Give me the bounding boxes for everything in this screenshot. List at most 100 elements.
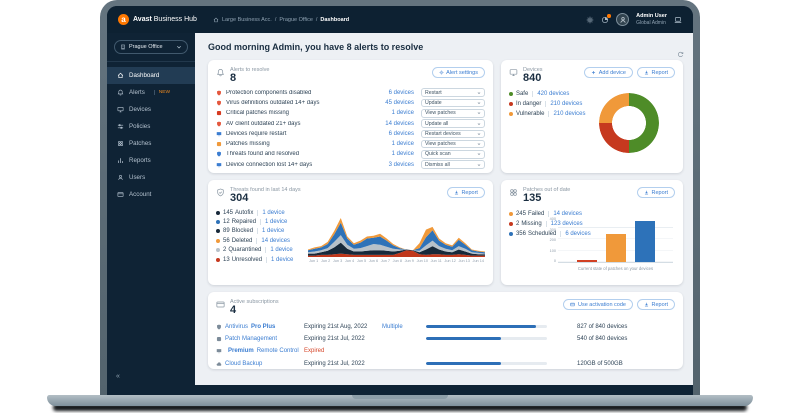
patch-icon <box>216 110 222 116</box>
alert-action-select[interactable]: Quick scan <box>420 150 485 159</box>
legend-value-link[interactable]: 1 device <box>260 218 287 225</box>
legend-value-link[interactable]: 210 devices <box>548 110 585 117</box>
legend-item: 245 Failed 14 devices <box>508 210 675 217</box>
legend-num: 356 <box>515 230 526 237</box>
device-console-icon[interactable] <box>674 16 682 24</box>
legend-value-link[interactable]: 14 devices <box>256 237 290 244</box>
breadcrumb-item[interactable]: Large Business Acc. <box>221 16 272 23</box>
legend-item: Vulnerable 210 devices <box>508 110 585 117</box>
refresh-icon[interactable] <box>677 51 684 58</box>
legend-item: 56 Deleted 14 devices <box>216 237 304 244</box>
org-selector[interactable]: Prague Office <box>114 40 188 54</box>
alert-action-select[interactable]: Dismiss all <box>420 160 485 170</box>
sidebar-item-label: Reports <box>129 157 151 164</box>
bar-plot <box>558 217 673 263</box>
alert-action-select[interactable]: View patches <box>420 139 485 149</box>
subscriptions-report-button[interactable]: Report <box>636 299 675 310</box>
legend-value-link[interactable]: 1 device <box>257 228 284 235</box>
alerts-count: 8 <box>230 72 237 84</box>
name-part: Remote Control <box>256 348 299 355</box>
subscription-progress-bar <box>426 337 547 341</box>
subscriptions-card: Active subscriptions 4 Use activation co… <box>208 292 683 369</box>
alert-devices-link[interactable]: 1 device <box>391 151 414 158</box>
sidebar-item-dashboard[interactable]: Dashboard <box>107 67 195 84</box>
alert-row: Threats found and resolved 1 device Quic… <box>216 149 485 159</box>
sidebar-item-label: Alerts <box>129 89 145 96</box>
legend-value-link[interactable]: 1 device <box>265 247 293 254</box>
legend-value-link[interactable]: 1 device <box>266 256 293 263</box>
notifications-icon[interactable] <box>601 14 611 24</box>
subscription-row: Premium Remote Control Expired <box>216 345 675 357</box>
alert-action-select[interactable]: Restart <box>420 88 485 97</box>
chevron-down-icon <box>477 153 481 156</box>
sidebar-item-alerts[interactable]: Alerts NEW <box>107 84 195 101</box>
threats-report-button[interactable]: Report <box>446 187 485 198</box>
user-info[interactable]: Admin User Global Admin <box>636 13 667 26</box>
subscriptions-count: 4 <box>230 304 237 316</box>
devices-report-button[interactable]: Report <box>636 67 675 78</box>
gear-icon[interactable] <box>586 16 594 24</box>
legend-num: 12 <box>223 218 230 225</box>
button-label: Report <box>651 189 668 196</box>
breadcrumb-item[interactable]: Prague Office <box>279 16 313 23</box>
sidebar: Prague Office Dashboard Alerts NEW <box>107 33 195 385</box>
subscription-name-link[interactable]: Antivirus Pro Plus <box>216 324 304 330</box>
sidebar-collapse-button[interactable]: « <box>116 373 120 380</box>
alert-devices-link[interactable]: 1 device <box>391 141 414 148</box>
alert-settings-button[interactable]: Alert settings <box>431 67 485 78</box>
shield-icon <box>216 100 222 106</box>
action-label: Update all <box>424 120 449 127</box>
breadcrumb-separator: / <box>274 16 277 23</box>
use-activation-code-button[interactable]: Use activation code <box>563 299 633 310</box>
progress-fill <box>426 337 502 341</box>
alert-label: Threats found and resolved <box>226 151 300 158</box>
alert-action-select[interactable]: View patches <box>420 108 485 118</box>
cloud-backup-icon <box>216 361 222 367</box>
legend-item: 89 Blocked 1 device <box>216 228 304 235</box>
alert-devices-link[interactable]: 6 devices <box>388 130 414 137</box>
legend-label: Unresolved <box>231 256 263 263</box>
legend-value-link[interactable]: 14 devices <box>548 210 582 217</box>
avatar[interactable] <box>616 13 630 26</box>
alert-action-select[interactable]: Restart devices <box>420 129 485 139</box>
sidebar-item-patches[interactable]: Patches <box>107 135 195 152</box>
legend-label: Autofix <box>235 209 254 216</box>
alert-devices-link[interactable]: 6 devices <box>388 89 414 96</box>
sidebar-item-reports[interactable]: Reports <box>107 152 195 169</box>
alert-devices-link[interactable]: 3 devices <box>388 161 414 168</box>
subscription-name-link[interactable]: Patch Management <box>216 336 304 342</box>
alert-devices-link[interactable]: 45 devices <box>385 99 414 106</box>
alert-row: Patches missing 1 device View patches <box>216 139 485 149</box>
monitor-icon <box>117 107 124 113</box>
patches-bar-chart: 400 300 200 100 0 Current state of patches o… <box>545 217 673 271</box>
sidebar-item-users[interactable]: Users <box>107 169 195 186</box>
subscription-name-link[interactable]: Cloud Backup <box>216 361 304 367</box>
progress-fill <box>426 362 502 366</box>
subscription-multiple-link[interactable]: Multiple <box>382 323 403 330</box>
card-icon <box>570 302 576 307</box>
legend-value-link[interactable]: 420 devices <box>532 90 569 97</box>
subscription-name-link[interactable]: Premium Remote Control <box>216 348 304 354</box>
chevron-down-icon <box>477 102 481 105</box>
button-label: Alert settings <box>446 69 478 76</box>
patches-report-button[interactable]: Report <box>636 187 675 198</box>
add-device-button[interactable]: Add device <box>584 67 633 78</box>
alert-action-select[interactable]: Update all <box>420 119 485 128</box>
alert-devices-link[interactable]: 14 devices <box>385 120 414 127</box>
legend-value-link[interactable]: 210 devices <box>545 100 582 107</box>
alert-row: Virus definitions outdated 14+ days 45 d… <box>216 98 485 108</box>
alert-action-select[interactable]: Update <box>420 98 485 108</box>
legend-num: 2 <box>223 247 227 254</box>
brand-rest: Business Hub <box>153 16 197 23</box>
legend-label: Quarantined <box>228 247 262 254</box>
threats-legend: 145 Autofix 1 device 12 Repaired 1 device 89… <box>216 209 304 263</box>
sidebar-item-account[interactable]: Account <box>107 186 195 203</box>
sidebar-item-policies[interactable]: Policies <box>107 118 195 135</box>
breadcrumb: Large Business Acc. / Prague Office / Da… <box>213 17 349 23</box>
alert-devices-link[interactable]: 1 device <box>391 110 414 117</box>
legend-dot <box>508 111 513 116</box>
legend-value-link[interactable]: 1 device <box>257 209 285 216</box>
subscription-expiry: Expiring 21st Aug, 2022 <box>304 323 368 330</box>
sidebar-item-devices[interactable]: Devices <box>107 101 195 118</box>
legend-dot <box>216 257 220 262</box>
